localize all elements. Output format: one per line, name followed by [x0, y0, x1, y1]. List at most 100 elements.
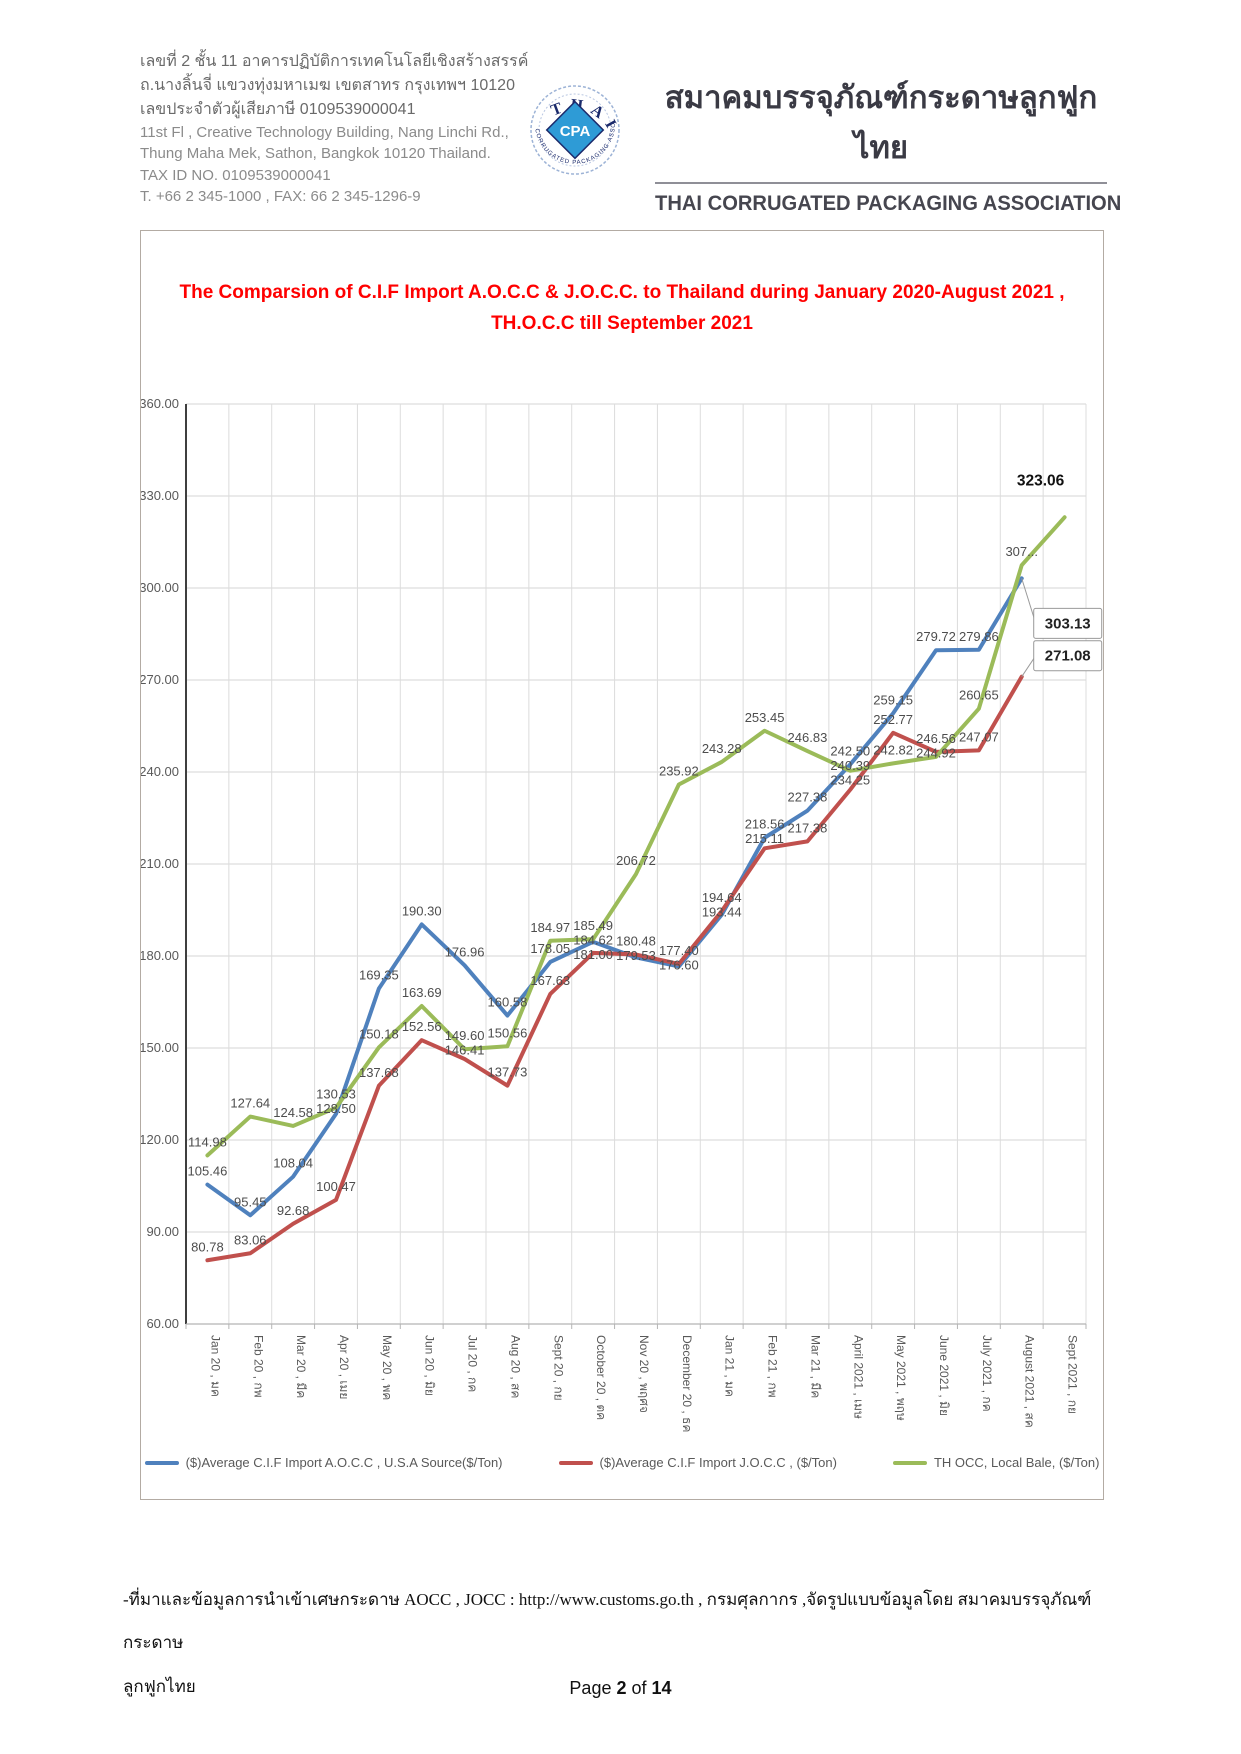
- data-label: 160.58: [488, 995, 528, 1010]
- y-axis-label: 240.00: [141, 764, 179, 779]
- tcpa-logo-icon: THAI CPA CORRUGATED PACKAGING ASSOCIATIO…: [512, 74, 635, 182]
- legend-item-0: ($)Average C.I.F Import A.O.C.C , U.S.A …: [144, 1455, 503, 1470]
- y-axis-label: 90.00: [146, 1224, 179, 1239]
- data-label: 114.98: [188, 1134, 227, 1149]
- series-line-1: [205, 674, 1024, 1263]
- data-label: 150.18: [359, 1026, 399, 1041]
- data-label: 194.64: [702, 890, 742, 905]
- callout-label: 271.08: [1045, 648, 1091, 665]
- data-label: 128.50: [316, 1101, 356, 1116]
- chart-title: The Comparsion of C.I.F Import A.O.C.C &…: [141, 277, 1103, 340]
- y-axis-label: 150.00: [141, 1040, 179, 1055]
- data-label: 149.60: [445, 1028, 485, 1043]
- x-axis-label: Feb 21 , กพ: [766, 1335, 780, 1398]
- data-label: 217.38: [788, 820, 828, 835]
- legend-label: ($)Average C.I.F Import A.O.C.C , U.S.A …: [185, 1455, 503, 1470]
- data-label: 92.68: [277, 1203, 310, 1218]
- data-label: 95.45: [234, 1194, 267, 1209]
- x-axis-label: May 2021 , พฤษ: [894, 1335, 908, 1421]
- org-name-block: สมาคมบรรจุภัณฑ์กระดาษลูกฟูกไทย THAI CORR…: [655, 72, 1122, 216]
- x-axis-label: July 2021 , กค: [980, 1335, 994, 1412]
- data-label: 259.15: [873, 692, 913, 707]
- y-axis-label: 180.00: [141, 948, 179, 963]
- y-axis-label: 330.00: [141, 488, 179, 503]
- chart-legend: ($)Average C.I.F Import A.O.C.C , U.S.A …: [141, 1455, 1103, 1470]
- data-label: 146.41: [445, 1043, 485, 1058]
- x-axis-label: Jan 20 , มค: [208, 1335, 222, 1397]
- data-label: 227.38: [788, 790, 828, 805]
- x-axis-label: June 2021 , มิย: [937, 1335, 951, 1416]
- address-th-line: ถ.นางลิ้นจี่ แขวงทุ่งมหาเมฆ เขตสาทร กรุง…: [140, 77, 515, 94]
- data-label: 240.39: [830, 758, 870, 773]
- data-label: 307...: [1005, 544, 1038, 559]
- x-axis-label: Nov 20 , พฤศจ: [637, 1335, 651, 1413]
- data-label: 176.96: [445, 944, 485, 959]
- data-label: 181.00: [573, 947, 613, 962]
- callout-box: [1033, 640, 1103, 672]
- emphasized-data-label: 323.06: [1017, 472, 1065, 489]
- legend-swatch-icon: [558, 1460, 593, 1465]
- chart-title-line1: The Comparsion of C.I.F Import A.O.C.C &…: [179, 282, 1065, 303]
- data-label: 137.68: [359, 1065, 399, 1080]
- data-label: 184.62: [573, 933, 613, 948]
- data-label: 177.40: [659, 943, 699, 958]
- x-axis-label: Jan 21 , มค: [723, 1335, 737, 1397]
- data-label: 234.25: [830, 772, 870, 787]
- source-note-line2: ลูกฟูกไทย: [123, 1676, 196, 1696]
- legend-item-2: TH OCC, Local Bale, ($/Ton): [892, 1455, 1100, 1470]
- source-note-line1: -ที่มาและข้อมูลการนำเข้าเศษกระดาษ AOCC ,…: [123, 1590, 1092, 1653]
- data-label: 105.46: [188, 1164, 228, 1179]
- data-label: 252.77: [873, 712, 913, 727]
- address-en-line: Thung Maha Mek, Sathon, Bangkok 10120 Th…: [140, 145, 491, 163]
- address-en-line: T. +66 2 345-1000 , FAX: 66 2 345-1296-9: [140, 187, 421, 205]
- data-label: 235.92: [659, 764, 699, 779]
- svg-text:CPA: CPA: [560, 123, 591, 140]
- org-name-english: THAI CORRUGATED PACKAGING ASSOCIATION: [655, 192, 1122, 215]
- axes: [185, 404, 1087, 1329]
- data-label: 169.35: [359, 968, 399, 983]
- data-label: 218.56: [745, 817, 785, 832]
- x-axis-label: Mar 20 , มีค: [294, 1335, 308, 1398]
- legend-label: TH OCC, Local Bale, ($/Ton): [933, 1455, 1100, 1470]
- x-axis-label: October 20 , ตค: [594, 1335, 608, 1420]
- chart-container: The Comparsion of C.I.F Import A.O.C.C &…: [140, 230, 1104, 1500]
- y-axis-label: 360.00: [141, 396, 179, 411]
- org-rule: [655, 182, 1107, 184]
- data-label: 152.56: [402, 1019, 442, 1034]
- data-label: 100.47: [316, 1179, 356, 1194]
- data-label: 180.48: [616, 934, 656, 949]
- x-axis-label: Mar 21 , มีค: [808, 1335, 822, 1398]
- data-label: 179.53: [616, 948, 656, 963]
- chart-title-line2: TH.O.C.C till September 2021: [491, 313, 753, 335]
- legend-swatch-icon: [144, 1460, 179, 1465]
- line-chart: 60.00 90.00 120.00 150.00 180.00 210.00 240.00…: [141, 396, 1103, 1432]
- data-label: 242.82: [873, 742, 913, 757]
- y-axis-label: 120.00: [141, 1132, 179, 1147]
- data-label: 279.86: [959, 629, 999, 644]
- data-label: 247.07: [959, 729, 999, 744]
- data-label: 193.44: [702, 905, 742, 920]
- x-axis-label: Apr 20 , เมย: [337, 1335, 351, 1399]
- x-axis-label: August 2021 , สค: [1023, 1335, 1037, 1428]
- data-label: 242.50: [830, 743, 870, 758]
- data-label: 185.49: [573, 918, 613, 933]
- data-label: 80.78: [191, 1239, 224, 1254]
- data-label: 246.83: [788, 730, 828, 745]
- gridlines: [185, 403, 1087, 1325]
- series-line-0: [205, 576, 1024, 1218]
- data-label: 178.05: [530, 941, 570, 956]
- x-axis-label: April 2021 , เมษ: [851, 1335, 865, 1419]
- y-axis-label: 300.00: [141, 580, 179, 595]
- data-label: 279.72: [916, 629, 956, 644]
- series-line-2: [205, 515, 1067, 1158]
- data-label: 244.92: [916, 745, 956, 760]
- data-label: 83.06: [234, 1232, 267, 1247]
- data-label: 184.97: [530, 920, 570, 935]
- legend-item-1: ($)Average C.I.F Import J.O.C.C , ($/Ton…: [558, 1455, 837, 1470]
- data-label: 108.04: [273, 1156, 313, 1171]
- callout-label: 303.13: [1045, 615, 1091, 632]
- source-note: -ที่มาและข้อมูลการนำเข้าเศษกระดาษ AOCC ,…: [123, 1578, 1123, 1708]
- x-axis-label: Sept 2021 , กย: [1066, 1335, 1080, 1414]
- page-current: 2: [616, 1678, 627, 1698]
